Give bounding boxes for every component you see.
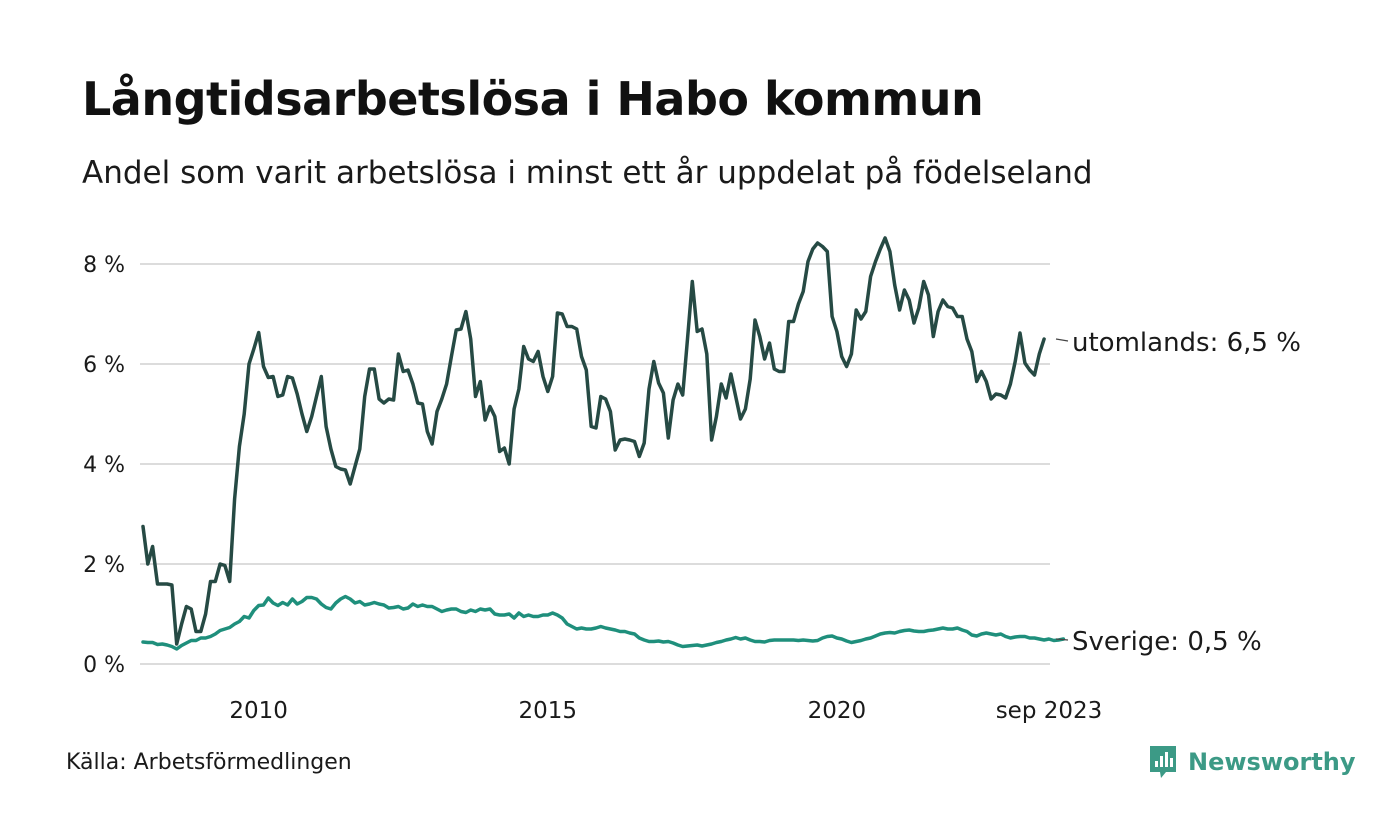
y-tick-label: 6 % [83, 353, 125, 378]
end-labels: utomlands: 6,5 % Sverige: 0,5 % [1055, 328, 1301, 657]
series-line-utomlands [141, 236, 1046, 646]
x-axis-ticks: 2010 2015 2020 sep 2023 [229, 698, 1102, 724]
chart-subtitle: Andel som varit arbetslösa i minst ett å… [82, 155, 1093, 191]
y-tick-label: 0 % [83, 653, 125, 678]
end-label-utomlands: utomlands: 6,5 % [1072, 328, 1301, 358]
x-tick-label: 2020 [808, 698, 867, 724]
newsworthy-logo-icon [1150, 746, 1176, 778]
y-tick-label: 2 % [83, 553, 125, 578]
x-tick-label: sep 2023 [996, 698, 1103, 724]
y-tick-label: 8 % [83, 253, 125, 278]
x-tick-label: 2015 [519, 698, 578, 724]
brand-logo: Newsworthy [1148, 744, 1356, 780]
brand-name: Newsworthy [1188, 748, 1356, 776]
end-label-connector [1055, 638, 1069, 641]
chart-title: Långtidsarbetslösa i Habo kommun [82, 72, 984, 126]
series-line-sverige [141, 594, 1066, 651]
end-label-sverige: Sverige: 0,5 % [1072, 627, 1262, 657]
series-lines [141, 236, 1066, 651]
source-note: Källa: Arbetsförmedlingen [66, 750, 352, 775]
end-label-connector [1055, 338, 1069, 342]
y-tick-label: 4 % [83, 453, 125, 478]
x-tick-label: 2010 [229, 698, 288, 724]
gridlines [140, 263, 1050, 665]
y-axis-ticks: 0 % 2 % 4 % 6 % 8 % [83, 253, 125, 678]
